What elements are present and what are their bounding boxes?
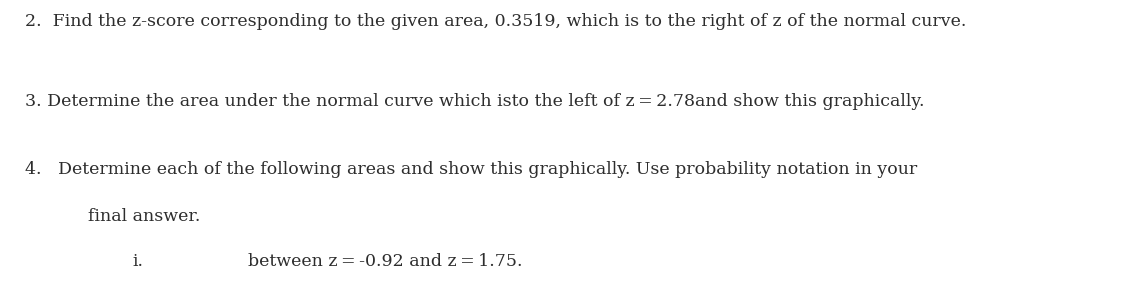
- Text: between z = -0.92 and z = 1.75.: between z = -0.92 and z = 1.75.: [248, 253, 522, 270]
- Text: 4.   Determine each of the following areas and show this graphically. Use probab: 4. Determine each of the following areas…: [25, 161, 917, 179]
- Text: final answer.: final answer.: [88, 208, 200, 225]
- Text: 3. Determine the area under the normal curve which isto the left of z = 2.78and : 3. Determine the area under the normal c…: [25, 93, 925, 110]
- Text: 2.  Find the z-score corresponding to the given area, 0.3519, which is to the ri: 2. Find the z-score corresponding to the…: [25, 13, 966, 30]
- Text: i.: i.: [133, 253, 144, 270]
